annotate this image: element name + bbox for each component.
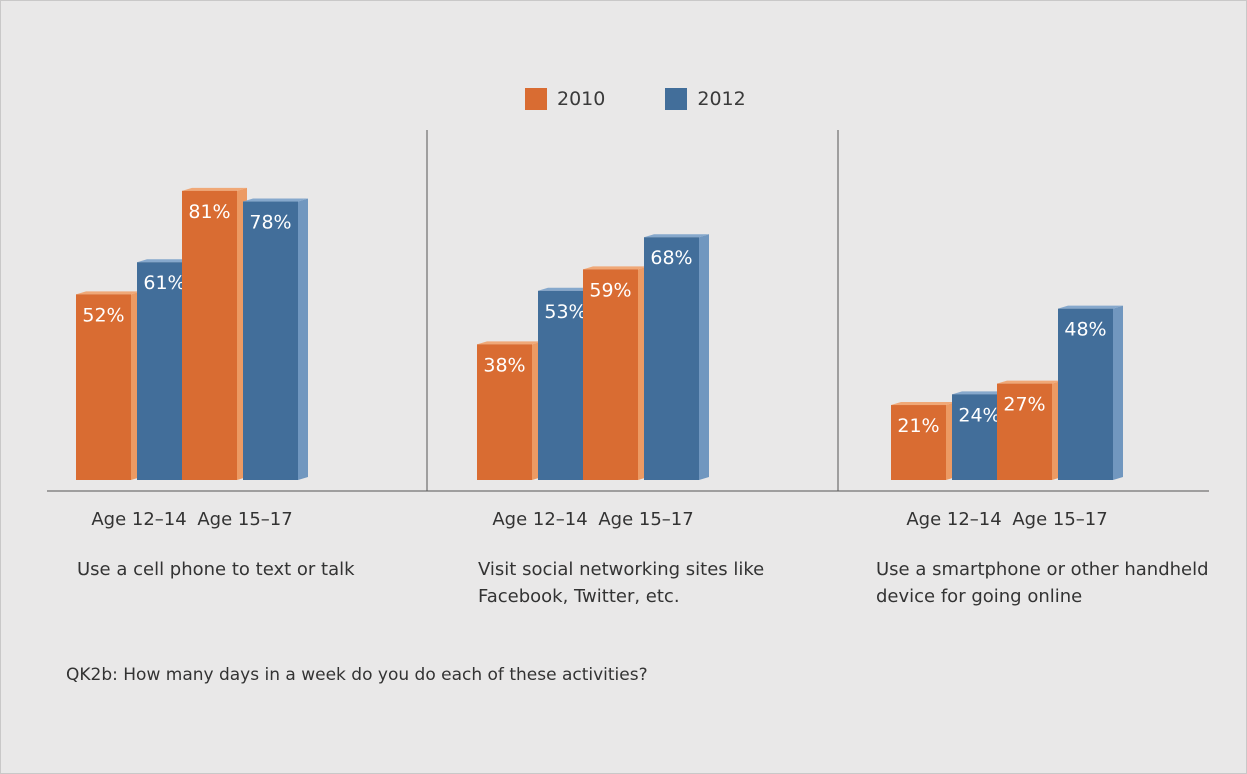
x-tick-label: Age 12–14 bbox=[492, 509, 587, 530]
data-label: 61% bbox=[143, 272, 185, 294]
data-label: 68% bbox=[650, 247, 692, 269]
data-label: 81% bbox=[188, 201, 230, 223]
bar-top bbox=[182, 188, 247, 191]
data-label: 52% bbox=[82, 304, 124, 326]
data-label: 21% bbox=[897, 415, 939, 437]
bar-top bbox=[76, 291, 141, 294]
group-title-cell-phone: Use a cell phone to text or talk bbox=[77, 556, 407, 583]
x-tick-label: Age 12–14 bbox=[906, 509, 1001, 530]
data-label: 48% bbox=[1064, 319, 1106, 341]
bar-top bbox=[644, 234, 709, 237]
bar-top bbox=[583, 266, 648, 269]
bar bbox=[644, 237, 699, 480]
x-tick-label: Age 12–14 bbox=[91, 509, 186, 530]
data-label: 78% bbox=[249, 212, 291, 234]
bar-top bbox=[997, 381, 1062, 384]
data-label: 53% bbox=[544, 301, 586, 323]
group-title-smartphone: Use a smartphone or other handheld devic… bbox=[876, 556, 1211, 610]
x-tick-label: Age 15–17 bbox=[197, 509, 292, 530]
data-label: 38% bbox=[483, 354, 525, 376]
footnote: QK2b: How many days in a week do you do … bbox=[66, 665, 648, 685]
bar bbox=[243, 202, 298, 480]
group-title-social-networking: Visit social networking sites like Faceb… bbox=[478, 556, 798, 610]
bar bbox=[182, 191, 237, 480]
data-label: 24% bbox=[958, 404, 1000, 426]
x-tick-label: Age 15–17 bbox=[1012, 509, 1107, 530]
bar-top bbox=[477, 341, 542, 344]
bar-top bbox=[1058, 306, 1123, 309]
data-label: 59% bbox=[589, 279, 631, 301]
bar-side bbox=[1113, 306, 1123, 480]
x-tick-label: Age 15–17 bbox=[598, 509, 693, 530]
bar-top bbox=[891, 402, 956, 405]
bar-side bbox=[298, 199, 308, 480]
data-label: 27% bbox=[1003, 394, 1045, 416]
bar-side bbox=[699, 234, 709, 480]
bar-top bbox=[243, 199, 308, 202]
